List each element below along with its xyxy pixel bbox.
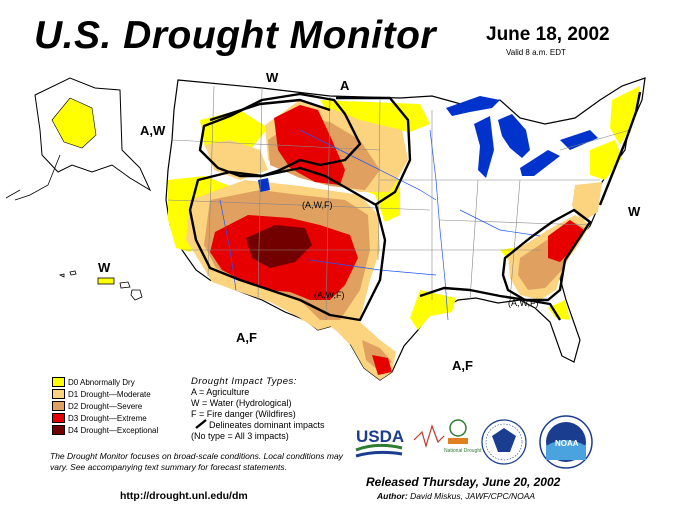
alaska-map xyxy=(5,77,152,201)
map-date: June 18, 2002 xyxy=(486,24,610,45)
legend-label-d4: D4 Drought—Exceptional xyxy=(68,425,159,435)
legend-swatch-d2 xyxy=(52,401,65,411)
release-date: Released Thursday, June 20, 2002 xyxy=(366,475,561,489)
noaa-logo-text: NOAA xyxy=(555,439,579,448)
author-line: Author: David Miskus, JAWF/CPC/NOAA xyxy=(377,491,535,501)
label-awf-plains: (A,W,F) xyxy=(302,200,333,210)
valid-time: Valid 8 a.m. EDT xyxy=(506,48,566,57)
label-w-north: W xyxy=(266,70,279,85)
author-name: David Miskus, JAWF/CPC/NOAA xyxy=(410,491,536,501)
label-af-southwest: A,F xyxy=(236,330,257,345)
impact-types: Drought Impact Types: A = Agriculture W … xyxy=(191,376,351,442)
label-af-gulf: A,F xyxy=(452,358,473,373)
impact-notype: (No type = All 3 impacts) xyxy=(191,431,289,441)
author-label: Author: xyxy=(377,491,408,501)
label-w-east: W xyxy=(628,204,641,219)
website-url[interactable]: http://drought.unl.edu/dm xyxy=(120,490,248,502)
label-awf-southwest: (A,W,F) xyxy=(314,290,345,300)
legend-label-d1: D1 Drought—Moderate xyxy=(68,389,151,399)
usda-logo-text: USDA xyxy=(356,427,404,446)
legend: D0 Abnormally Dry D1 Drought—Moderate D2… xyxy=(52,376,158,436)
impact-a: A = Agriculture xyxy=(191,387,250,397)
legend-d4: D4 Drought—Exceptional xyxy=(52,424,158,436)
page-title: U.S. Drought Monitor xyxy=(34,14,437,57)
label-awf-southeast: (A,W,F) xyxy=(508,298,539,308)
commerce-seal xyxy=(481,419,527,465)
usda-logo: USDA xyxy=(355,427,404,458)
legend-swatch-d1 xyxy=(52,389,65,399)
legend-label-d2: D2 Drought—Severe xyxy=(68,401,143,411)
legend-swatch-d0 xyxy=(52,377,65,387)
noaa-logo: NOAA xyxy=(539,415,593,469)
ndmc-logo-text: National Drought Mitigation Center xyxy=(444,448,521,454)
impact-line: Delineates dominant impacts xyxy=(209,420,325,430)
legend-d3: D3 Drought—Extreme xyxy=(52,412,158,424)
disclaimer-note: The Drought Monitor focuses on broad-sca… xyxy=(50,451,343,472)
legend-label-d3: D3 Drought—Extreme xyxy=(68,413,147,423)
legend-label-d0: D0 Abnormally Dry xyxy=(68,377,135,387)
legend-swatch-d4 xyxy=(52,425,65,435)
hawaii-map xyxy=(58,270,143,301)
legend-swatch-d3 xyxy=(52,413,65,423)
impact-heading: Drought Impact Types: xyxy=(191,376,297,387)
conus-map xyxy=(165,77,646,429)
legend-d0: D0 Abnormally Dry xyxy=(52,376,158,388)
impact-w: W = Water (Hydrological) xyxy=(191,398,292,408)
legend-d1: D1 Drought—Moderate xyxy=(52,388,158,400)
label-aw-alaska: A,W xyxy=(140,123,166,138)
impact-f: F = Fire danger (Wildfires) xyxy=(191,409,296,419)
legend-d2: D2 Drought—Severe xyxy=(52,400,158,412)
label-w-hawaii: W xyxy=(98,260,111,275)
agency-logos: USDA National Drought Mitigation Center … xyxy=(355,415,593,469)
label-a-north: A xyxy=(340,78,350,93)
ndmc-logo: National Drought Mitigation Center xyxy=(413,419,521,454)
impact-labels: W A A,W W (A,W,F) (A,W,F) (A,W,F) A,F A,… xyxy=(98,70,641,373)
